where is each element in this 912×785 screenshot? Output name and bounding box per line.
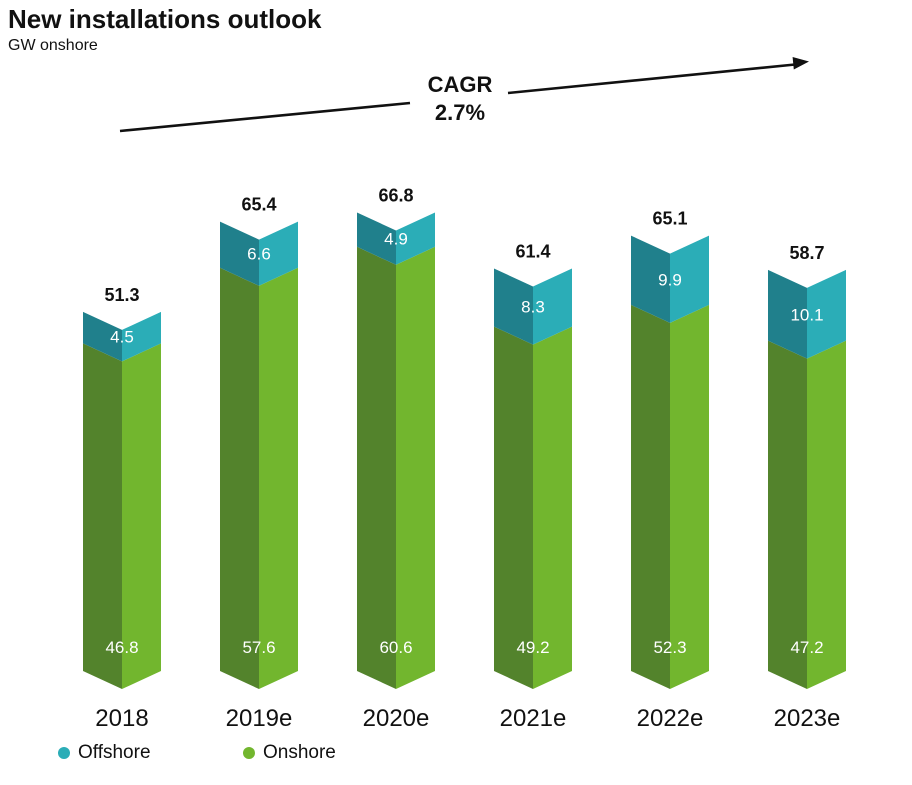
- bar-2019e: 65.4 6.6 57.6 2019e: [220, 195, 298, 732]
- legend-item-onshore: Onshore: [243, 742, 336, 764]
- onshore-segment-left-face: [220, 267, 259, 689]
- offshore-segment-right-face: [533, 268, 572, 345]
- total-label: 65.4: [241, 195, 276, 215]
- offshore-legend-label: Offshore: [78, 742, 151, 763]
- onshore-segment-right-face: [533, 326, 572, 689]
- onshore-legend-label: Onshore: [263, 742, 336, 763]
- bar-2022e: 65.1 9.9 52.3 2022e: [631, 209, 709, 732]
- total-label: 65.1: [652, 209, 687, 229]
- cagr-label: CAGR: [427, 72, 493, 97]
- onshore-value-label: 57.6: [242, 638, 275, 657]
- onshore-segment-right-face: [807, 340, 846, 689]
- legend-item-offshore: Offshore: [58, 742, 151, 764]
- cagr-value: 2.7%: [434, 100, 486, 125]
- chart-legend: Offshore Onshore: [0, 742, 912, 768]
- bar-2023e: 58.7 10.1 47.2 2023e: [768, 243, 846, 732]
- onshore-segment-left-face: [768, 340, 807, 689]
- offshore-segment-right-face: [259, 221, 298, 286]
- offshore-segment-left-face: [494, 268, 533, 345]
- category-label: 2019e: [226, 705, 293, 732]
- onshore-segment-left-face: [631, 304, 670, 689]
- offshore-value-label: 8.3: [521, 298, 545, 317]
- offshore-segment-left-face: [357, 212, 396, 265]
- onshore-segment-left-face: [494, 326, 533, 689]
- offshore-value-label: 4.5: [110, 328, 134, 347]
- category-label: 2022e: [637, 705, 704, 732]
- offshore-segment-left-face: [768, 269, 807, 359]
- offshore-segment-right-face: [670, 235, 709, 323]
- offshore-segment-left-face: [220, 221, 259, 286]
- bar-2020e: 66.8 4.9 60.6 2020e: [357, 186, 435, 732]
- chart-subtitle: GW onshore: [8, 37, 98, 54]
- total-label: 58.7: [789, 243, 824, 263]
- offshore-value-label: 4.9: [384, 230, 408, 249]
- onshore-value-label: 60.6: [379, 638, 412, 657]
- onshore-legend-dot: [243, 747, 255, 759]
- offshore-segment-left-face: [83, 311, 122, 362]
- onshore-value-label: 52.3: [653, 638, 686, 657]
- chart-header: New installations outlook GW onshore: [8, 4, 321, 55]
- onshore-segment-right-face: [122, 343, 161, 689]
- offshore-segment-right-face: [122, 311, 161, 362]
- total-label: 61.4: [515, 242, 550, 262]
- offshore-segment-right-face: [807, 269, 846, 359]
- cagr-arrow-line-right: [507, 63, 796, 95]
- cagr-arrow-line-left: [119, 101, 411, 133]
- onshore-value-label: 46.8: [105, 638, 138, 657]
- offshore-value-label: 6.6: [247, 245, 271, 264]
- category-label: 2023e: [774, 705, 841, 732]
- total-label: 66.8: [378, 186, 413, 206]
- category-label: 2020e: [363, 705, 430, 732]
- cagr-arrowhead-icon: [792, 57, 809, 70]
- onshore-segment-left-face: [357, 246, 396, 690]
- chart-title: New installations outlook: [8, 4, 322, 34]
- onshore-segment-right-face: [259, 267, 298, 689]
- category-label: 2018: [95, 705, 148, 732]
- total-label: 51.3: [104, 285, 139, 305]
- category-label: 2021e: [500, 705, 567, 732]
- bar-2018: 51.3 4.5 46.8 2018: [83, 285, 161, 732]
- onshore-segment-right-face: [670, 304, 709, 689]
- cagr-arrow: [119, 57, 809, 133]
- onshore-value-label: 49.2: [516, 638, 549, 657]
- onshore-segment-right-face: [396, 246, 435, 690]
- offshore-segment-left-face: [631, 235, 670, 323]
- bar-2021e: 61.4 8.3 49.2 2021e: [494, 242, 572, 732]
- onshore-value-label: 47.2: [790, 638, 823, 657]
- onshore-segment-left-face: [83, 343, 122, 689]
- offshore-segment-right-face: [396, 212, 435, 265]
- offshore-value-label: 10.1: [790, 305, 823, 324]
- offshore-value-label: 9.9: [658, 270, 682, 289]
- offshore-legend-dot: [58, 747, 70, 759]
- cagr-annotation: CAGR 2.7%: [403, 71, 517, 127]
